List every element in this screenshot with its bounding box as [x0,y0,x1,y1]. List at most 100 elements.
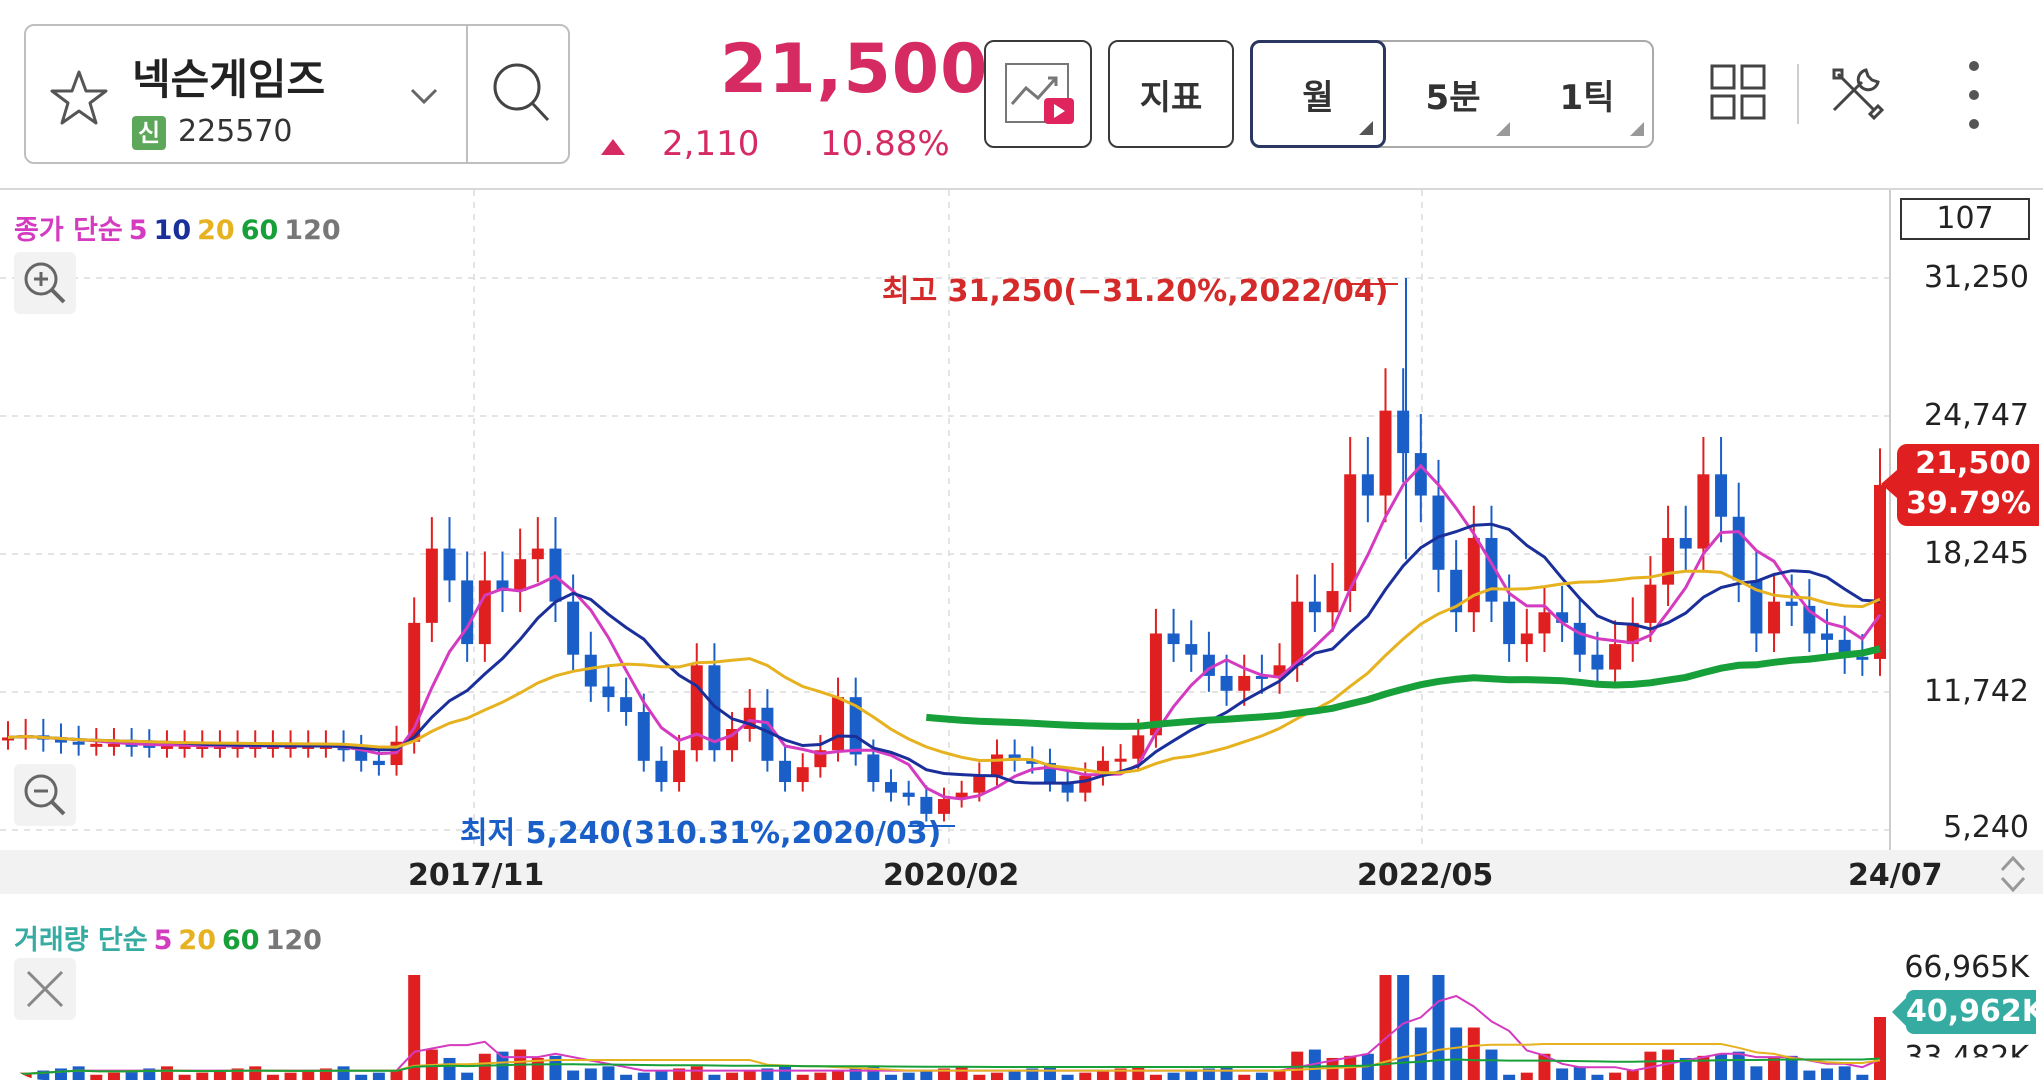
selector-divider [466,26,468,162]
volume-bar [655,1070,668,1080]
volume-bar [1732,1051,1745,1080]
ma-legend-prefix: 종가 단순 [14,215,123,246]
volume-bar [1202,1068,1215,1080]
period-5min-label: 5분 [1425,77,1481,118]
zoom-in-button[interactable] [14,252,76,314]
volume-bar [196,1072,209,1080]
volume-bar [761,1068,774,1080]
stock-name: 넥슨게임즈 [132,55,326,104]
candle-body [567,601,580,655]
candle-body [1591,654,1604,670]
candle-body [1220,675,1233,691]
candle-body [1609,644,1622,670]
candle-body [1467,537,1480,613]
volume-bar [1379,975,1392,1080]
candle-body [1132,735,1145,759]
candle-body [1732,516,1745,581]
volume-ma5-line [7,994,1881,1076]
candle-body [2,737,14,741]
candle-body [1167,633,1180,645]
candle-body [1768,601,1781,634]
volume-bar [1874,1017,1886,1080]
volume-bar [54,1068,67,1080]
volume-bar [814,1072,827,1080]
volume-bar [72,1066,85,1080]
x-axis-bar[interactable] [0,850,2043,894]
candle-body [1503,601,1516,645]
period-selector: 월 5분 1틱 [1250,40,1654,148]
header-divider [1797,64,1799,124]
candle-body [1149,633,1162,736]
close-volume-button[interactable] [14,958,76,1020]
volume-bar [1238,1074,1251,1080]
candle-body [1785,601,1798,606]
tools-icon[interactable] [1826,62,1886,122]
volume-bar [1432,975,1445,1080]
candle-body [602,686,615,698]
volume-ma60-line [7,1057,1881,1076]
volume-bar [37,1070,50,1080]
star-icon[interactable] [48,68,110,130]
volume-bar [1026,1068,1039,1080]
volume-bar [1697,1055,1710,1080]
chart-video-icon [1005,63,1074,124]
volume-bar [1609,1072,1622,1080]
chevron-down-icon[interactable] [406,78,442,114]
layout-grid-icon[interactable] [1710,64,1766,120]
search-icon [493,63,550,122]
candle-body [1344,474,1357,592]
volume-chart[interactable] [0,940,1890,1080]
candle-body [1874,484,1886,659]
candle-body [1856,656,1869,660]
candle-body [1485,537,1498,602]
low-annotation-text: 최저 5,240(310.31%,2020/03) [460,816,942,851]
candle-body [1255,675,1268,679]
scroll-arrows-icon[interactable] [1990,852,2036,896]
candle-body [1626,622,1639,645]
volume-bar [673,1068,686,1080]
period-month[interactable]: 월 [1250,40,1386,148]
volume-bar [408,975,421,1080]
current-price: 21,500 [720,30,989,109]
candle-body [1644,584,1657,623]
volume-bar [213,1070,226,1080]
candle-body [1450,569,1463,613]
price-chart[interactable] [0,190,2043,850]
candle-body [531,548,544,560]
volume-bar [637,1072,650,1080]
more-vertical-icon[interactable] [1966,60,1982,130]
period-1tick[interactable]: 1틱 [1520,42,1654,146]
candle-body [1821,633,1834,640]
y-label-5: 5,240 [1943,810,2029,845]
candle-body [1556,612,1569,623]
y-label-1: 31,250 [1924,260,2029,295]
volume-legend-5: 5 [153,925,173,956]
volume-bar [107,1072,120,1080]
high-annotation: 최고 31,250(−31.20%,2022/04) [882,266,1389,310]
candle-body [920,796,933,814]
candle-body [1397,410,1410,454]
candle-body [655,760,668,783]
volume-bar [902,1072,915,1080]
volume-bar [125,1070,138,1080]
volume-bar [1485,1049,1498,1080]
chart-video-button[interactable] [984,40,1092,148]
zoom-out-button[interactable] [14,764,76,826]
search-button[interactable] [470,26,570,162]
candle-body [496,580,509,592]
volume-current-tag: 40,962K [1892,990,2043,1034]
last-price-tag-price: 21,500 [1915,446,2031,481]
volume-legend-prefix: 거래량 단순 [14,925,148,956]
period-5min[interactable]: 5분 [1386,42,1520,146]
stock-selector[interactable]: 넥슨게임즈 신 225570 [24,24,570,164]
ma5-line [7,463,1882,801]
y-label-3: 18,245 [1924,536,2029,571]
volume-bar [796,1074,809,1080]
candle-body [1432,495,1445,570]
volume-bar [1768,1057,1781,1080]
indicator-button[interactable]: 지표 [1108,40,1234,148]
candle-body [1326,591,1339,613]
x-label-3: 2022/05 [1357,858,1494,893]
candle-body [637,712,650,761]
volume-bar [249,1066,262,1080]
